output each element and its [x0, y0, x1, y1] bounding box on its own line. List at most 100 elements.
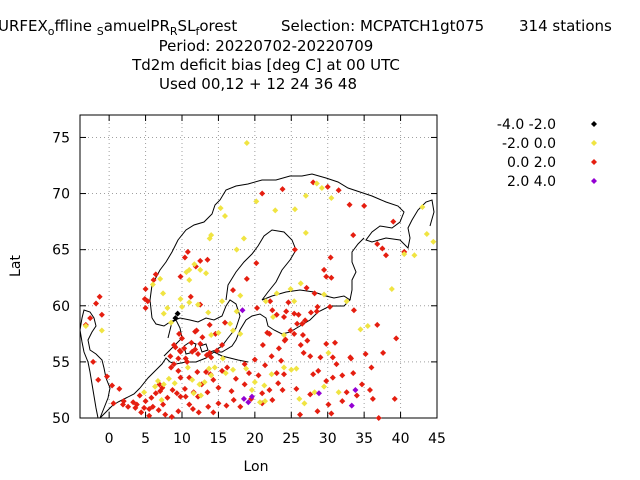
station-marker-class4: [348, 402, 355, 409]
station-marker-class2: [321, 291, 328, 298]
station-marker-class3: [380, 349, 387, 356]
station-marker-class2: [171, 380, 178, 387]
station-marker-class3: [243, 275, 250, 282]
coastline-norway-sweden-finland: [149, 173, 435, 319]
station-marker-class2: [154, 377, 161, 384]
station-marker-class2: [219, 355, 226, 362]
station-marker-class3: [304, 337, 311, 344]
station-marker-class2: [357, 326, 364, 333]
station-marker-class2: [208, 331, 215, 338]
station-marker-class3: [253, 260, 260, 267]
legend-marker: [591, 121, 597, 127]
station-marker-class3: [324, 183, 331, 190]
plot-frame: [79, 114, 438, 419]
station-marker-class2: [233, 308, 240, 315]
station-marker-class3: [307, 353, 314, 360]
station-marker-class3: [241, 381, 248, 388]
station-marker-class2: [183, 269, 190, 276]
station-marker-class3: [269, 397, 276, 404]
station-marker-class3: [221, 319, 228, 326]
station-marker-class3: [210, 409, 217, 416]
station-marker-class3: [246, 370, 253, 377]
x-tick-label: 35: [355, 431, 373, 447]
station-marker-class3: [310, 371, 317, 378]
station-marker-class2: [262, 298, 269, 305]
x-tick-label: 0: [105, 431, 114, 447]
station-marker-class2: [251, 379, 258, 386]
station-marker-class3: [103, 373, 110, 380]
station-marker-class2: [335, 389, 342, 396]
x-tick-label: 5: [141, 431, 150, 447]
station-marker-class3: [142, 398, 149, 405]
station-marker-class3: [176, 330, 183, 337]
station-marker-class3: [87, 315, 94, 322]
station-marker-class2: [364, 322, 371, 329]
station-marker-class2: [164, 305, 171, 312]
station-marker-class2: [191, 261, 198, 268]
station-marker-class3: [328, 410, 335, 417]
station-marker-class3: [130, 399, 137, 406]
station-marker-class3: [326, 303, 333, 310]
station-marker-class2: [253, 198, 260, 205]
station-marker-class3: [323, 377, 330, 384]
station-marker-class4: [245, 399, 252, 406]
station-marker-class3: [307, 309, 314, 316]
coastline-bothnia: [225, 229, 297, 301]
station-marker-class3: [251, 356, 258, 363]
station-marker-class3: [132, 404, 139, 411]
coastline-baltic-states: [214, 289, 351, 353]
station-marker-class3: [327, 254, 334, 261]
station-marker-class3: [232, 375, 239, 382]
station-marker-class3: [230, 287, 236, 294]
station-marker-class3: [215, 384, 222, 391]
station-marker-class2: [321, 383, 328, 390]
station-marker-class3: [347, 354, 354, 361]
station-marker-class2: [157, 275, 164, 282]
station-marker-class3: [266, 386, 273, 393]
station-marker-class3: [164, 394, 171, 401]
station-marker-class2: [270, 314, 277, 320]
station-marker-class3: [149, 403, 156, 410]
station-marker-class3: [204, 256, 211, 263]
station-marker-class3: [182, 393, 189, 400]
station-marker-class2: [227, 320, 234, 327]
station-marker-class2: [205, 309, 212, 316]
station-marker-class3: [390, 218, 397, 225]
station-marker-class1: [172, 315, 179, 322]
x-tick-label: 15: [210, 431, 228, 447]
station-marker-class3: [259, 390, 266, 397]
station-marker-class2: [152, 383, 159, 390]
station-marker-class2: [240, 235, 247, 242]
station-marker-class3: [194, 368, 201, 375]
title-selection: Selection: MCPATCH1gt075: [281, 17, 485, 35]
station-marker-class3: [192, 346, 199, 353]
station-marker-class3: [228, 388, 235, 395]
station-marker-class3: [325, 401, 332, 408]
station-marker-class2: [272, 207, 279, 214]
station-marker-class2: [328, 195, 335, 202]
y-tick-label: 75: [52, 130, 70, 146]
station-marker-class3: [146, 412, 153, 419]
station-marker-class3: [206, 321, 213, 328]
station-marker-class3: [189, 406, 196, 413]
station-marker-class3: [186, 401, 193, 408]
y-tick-label: 60: [52, 299, 70, 315]
station-marker-class2: [168, 319, 175, 326]
station-marker-class4: [239, 307, 246, 314]
station-marker-class2: [201, 379, 208, 386]
station-marker-class3: [172, 344, 179, 351]
station-marker-class3: [379, 245, 386, 252]
station-marker-class3: [339, 372, 346, 379]
station-marker-class3: [110, 400, 117, 407]
x-tick-label: 25: [282, 431, 300, 447]
station-marker-class3: [181, 254, 188, 261]
legend-label: -2.0 0.0: [502, 136, 556, 152]
station-marker-class3: [281, 371, 287, 378]
station-marker-class2: [401, 251, 408, 258]
station-marker-class3: [162, 411, 169, 418]
station-marker-class3: [98, 311, 105, 318]
station-marker-class2: [189, 376, 196, 383]
station-marker-class3: [148, 394, 155, 401]
station-marker-class3: [329, 374, 336, 381]
legend-marker: [591, 159, 597, 165]
